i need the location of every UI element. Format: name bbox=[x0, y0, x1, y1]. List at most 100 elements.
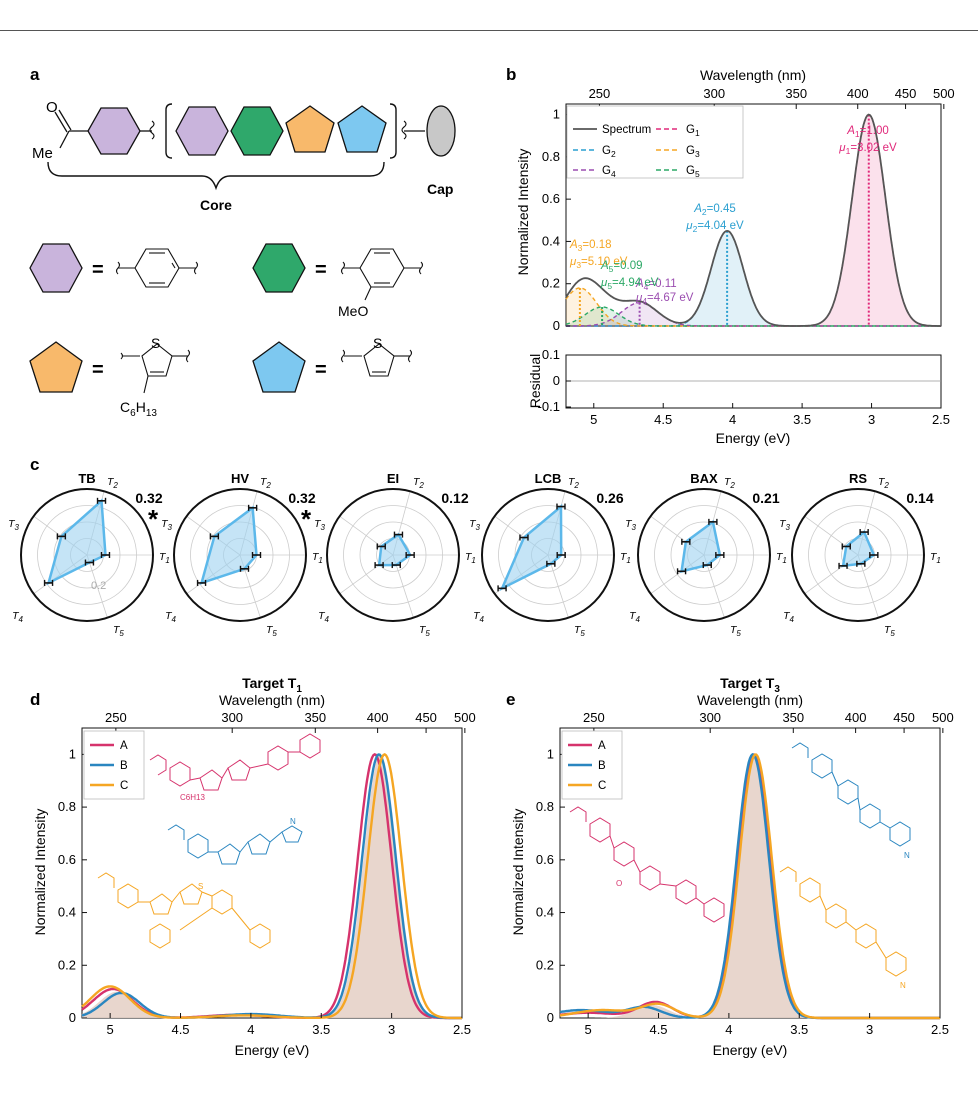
x-tick-label: 3 bbox=[388, 1022, 395, 1037]
radar-outer-ring bbox=[20, 488, 154, 622]
top-tick-label: 500 bbox=[932, 710, 954, 725]
y-tick-label: 0.8 bbox=[58, 799, 76, 814]
radar-axis-label: T2 bbox=[724, 476, 735, 490]
radar-axis-label: T1 bbox=[930, 551, 941, 565]
e-legend-a: A bbox=[598, 740, 606, 752]
radar-title: EI bbox=[387, 471, 399, 486]
radar-outer-ring bbox=[173, 488, 307, 622]
y-tick-label: 0.2 bbox=[536, 957, 554, 972]
b-legend: Spectrum G1 G2 G3 G4 G5 bbox=[566, 105, 744, 179]
annotation-mu-g1: μ1=3.02 eV bbox=[838, 142, 897, 156]
e-molecule-c bbox=[779, 866, 907, 977]
annotation-amplitude-g1: A1=1.00 bbox=[846, 125, 889, 139]
radar-polygon bbox=[199, 505, 258, 585]
y-tick-label: 0.4 bbox=[536, 905, 554, 920]
d-top-ticks: 250 300 350 400 450 500 bbox=[105, 710, 476, 733]
top-tick-label: 350 bbox=[304, 710, 326, 725]
x-tick-label: 3.5 bbox=[793, 412, 811, 427]
d-xlabel: Energy (eV) bbox=[235, 1042, 310, 1058]
b-residual-frame bbox=[565, 354, 942, 409]
d-series-lines bbox=[81, 753, 462, 1020]
radar-score: 0.12 bbox=[441, 490, 468, 506]
y-tick-label: 0.6 bbox=[58, 852, 76, 867]
radar-polygon bbox=[499, 503, 563, 592]
panel-e: e Target T3 Wavelength (nm) 250 300 350 400… bbox=[506, 675, 954, 1058]
hexylthiophene-structure bbox=[120, 343, 191, 394]
top-tick-label: 250 bbox=[583, 710, 605, 725]
x-tick-label: 4.5 bbox=[649, 1022, 667, 1037]
radar-bax: T2 T1 T5 T4 T3 BAX 0.21 bbox=[625, 471, 787, 638]
radar-outer-ring bbox=[637, 488, 771, 622]
radar-outer-ring bbox=[791, 488, 925, 622]
panel-c: c T2T1T5T4T30.2TB0.32*T2T1T5T4T3HV0.32*T… bbox=[8, 455, 941, 638]
b-legend-g2: G2 bbox=[602, 145, 616, 159]
x-tick-label: 3 bbox=[866, 1022, 873, 1037]
panel-b: b Wavelength (nm) 250 300 350 400 450 500 Nor… bbox=[506, 65, 955, 446]
b-ylabel: Normalized Intensity bbox=[515, 149, 531, 276]
d-mol-hexyl: C6H13 bbox=[180, 793, 205, 802]
annotation-mu-g3: μ3=5.10 eV bbox=[569, 256, 628, 270]
cap-ellipse bbox=[426, 105, 456, 157]
d-x-ticks: 5 4.5 4 3.5 3 2.5 bbox=[107, 1013, 471, 1037]
radar-axis-label: T4 bbox=[318, 610, 329, 624]
b-legend-g4: G4 bbox=[602, 165, 616, 179]
cap-label: Cap bbox=[427, 181, 453, 197]
radar-polygon bbox=[46, 498, 107, 586]
annotation-amplitude-g3: A3=0.18 bbox=[569, 239, 612, 253]
b-peak-markers bbox=[578, 114, 870, 326]
right-bracket bbox=[389, 103, 397, 159]
e-legend-b: B bbox=[598, 760, 606, 772]
equals-1: = bbox=[92, 259, 104, 281]
radar-axis-label: T1 bbox=[620, 551, 631, 565]
equals-3: = bbox=[92, 359, 104, 381]
x-tick-label: 4 bbox=[729, 412, 736, 427]
d-molecule-c bbox=[97, 872, 271, 949]
panel-label-d: d bbox=[30, 690, 40, 709]
legend-hexagon-purple bbox=[29, 243, 83, 293]
annotation-amplitude-g4: A4=0.11 bbox=[635, 278, 677, 292]
radar-ring-label: 0.2 bbox=[91, 580, 106, 592]
radar-polygon bbox=[680, 519, 722, 573]
top-tick-label: 450 bbox=[895, 86, 917, 101]
top-tick-label: 250 bbox=[589, 86, 611, 101]
core-label: Core bbox=[200, 197, 232, 213]
radar-tb: T2 T1 T5 T4 T3 0.2 TB 0.32* bbox=[8, 471, 170, 638]
radar-axis-label: T1 bbox=[159, 551, 170, 565]
pentagon-orange bbox=[285, 105, 335, 153]
radar-title: TB bbox=[78, 471, 95, 486]
ketone-group bbox=[54, 109, 88, 149]
e-mol-o: O bbox=[616, 879, 622, 888]
radar-axis-label: T3 bbox=[8, 518, 19, 532]
d-top-axis-label: Wavelength (nm) bbox=[219, 692, 325, 708]
b-legend-spectrum: Spectrum bbox=[602, 124, 651, 136]
radar-axis-label: T1 bbox=[776, 551, 787, 565]
radar-axis-label: T3 bbox=[779, 518, 790, 532]
d-mol-s: S bbox=[198, 882, 203, 891]
y-tick-label: 1 bbox=[547, 746, 554, 761]
b-residual-ylabel: Residual bbox=[527, 354, 543, 408]
e-legend-c: C bbox=[598, 780, 606, 792]
b-residual-ticks: 0.1 0 -0.1 bbox=[538, 347, 571, 414]
e-mol-n-1: N bbox=[904, 851, 910, 860]
radar-axis-label: T3 bbox=[161, 518, 172, 532]
radar-star-icon: * bbox=[301, 504, 312, 534]
left-bracket bbox=[165, 103, 173, 159]
annotation-amplitude-g5: A5=0.09 bbox=[600, 260, 643, 274]
d-title: Target T1 bbox=[242, 675, 302, 695]
d-legend-b: B bbox=[120, 760, 128, 772]
e-legend: A B C bbox=[561, 730, 623, 800]
panel-a: a O Me Cap Core = bbox=[29, 65, 456, 419]
legend-pentagon-orange bbox=[29, 341, 83, 393]
d-molecule-a bbox=[149, 733, 321, 791]
radar-ei: T2 T1 T5 T4 T3 EI 0.12 bbox=[314, 471, 476, 638]
radar-axis-label: T3 bbox=[625, 518, 636, 532]
b-legend-g3: G3 bbox=[686, 145, 700, 159]
y-tick-label: 1 bbox=[69, 746, 76, 761]
b-legend-g1: G1 bbox=[686, 124, 700, 138]
x-tick-label: 2.5 bbox=[931, 1022, 949, 1037]
top-tick-label: 500 bbox=[454, 710, 476, 725]
x-tick-label: 3 bbox=[868, 412, 875, 427]
b-annotations: A1=1.00 μ1=3.02 eV A2=0.45 μ2=4.04 eV A3=0.1… bbox=[569, 125, 897, 306]
e-top-axis-label: Wavelength (nm) bbox=[697, 692, 803, 708]
